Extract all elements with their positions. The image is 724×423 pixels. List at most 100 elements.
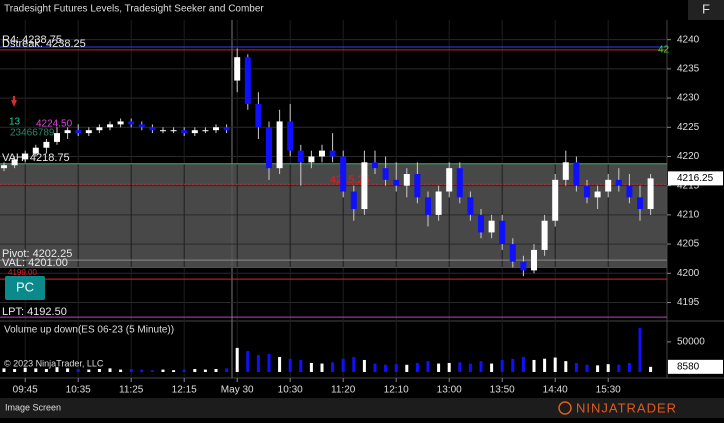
- pc-button[interactable]: [5, 276, 45, 300]
- candle-body: [266, 127, 272, 169]
- menu-button[interactable]: [688, 0, 724, 20]
- candle-body: [75, 130, 82, 134]
- y-tick-label: 4200: [677, 268, 700, 279]
- y-tick-label: 4225: [677, 122, 700, 133]
- candle-body: [85, 130, 92, 134]
- candle-body: [297, 150, 304, 163]
- candle-body: [520, 261, 527, 271]
- candle-body: [181, 130, 188, 134]
- volume-bar: [140, 369, 144, 372]
- current-volume-box: [668, 359, 723, 374]
- x-tick-label: 13:50: [490, 385, 515, 396]
- volume-bar: [458, 362, 462, 372]
- x-tick-label: 12:10: [384, 385, 409, 396]
- volume-bar: [617, 364, 621, 372]
- candle-body: [54, 133, 60, 142]
- candle-body: [319, 150, 325, 157]
- current-volume-label: 8580: [677, 361, 700, 372]
- volume-bar: [543, 358, 547, 372]
- level-label: Pivot: 4202.25: [2, 248, 72, 260]
- candle-body: [615, 179, 622, 186]
- x-tick-label: 12:15: [172, 385, 197, 396]
- volume-tick-label: 50000: [677, 337, 705, 348]
- candle-body: [287, 121, 294, 151]
- candle-body: [350, 191, 357, 210]
- volume-bar: [490, 363, 494, 372]
- level-label: Dstreak: 4238.25: [2, 38, 86, 50]
- candle-body: [541, 220, 548, 250]
- x-tick-label: 14:40: [543, 385, 568, 396]
- candle-body: [32, 147, 39, 154]
- level-label: VAH: 4218.75: [2, 152, 70, 164]
- y-tick-label: 4240: [677, 34, 700, 45]
- menu-button-label[interactable]: F: [702, 1, 710, 16]
- candle-body: [647, 178, 654, 210]
- candle-body: [562, 162, 569, 180]
- candle-body: [128, 121, 135, 125]
- volume-bar: [119, 369, 123, 372]
- volume-bar: [193, 368, 197, 372]
- volume-bar: [214, 368, 218, 372]
- indicator-title: Tradesight Futures Levels, Tradesight Se…: [4, 4, 264, 15]
- volume-bar: [225, 368, 229, 372]
- volume-bar: [182, 369, 186, 372]
- candle-body: [425, 197, 431, 215]
- candle-body: [382, 168, 389, 180]
- volume-bar: [405, 364, 409, 372]
- pc-button-label[interactable]: PC: [16, 279, 34, 294]
- volume-bar: [172, 370, 176, 372]
- candle-body: [308, 156, 315, 163]
- candle-body: [605, 179, 612, 192]
- candle-body: [202, 130, 209, 132]
- volume-bar: [23, 367, 27, 372]
- candle-body: [255, 103, 262, 128]
- volume-bar: [13, 368, 17, 372]
- candle-body: [467, 197, 474, 215]
- candle-body: [213, 127, 219, 131]
- volume-bar: [511, 358, 515, 372]
- candle-body: [637, 197, 643, 210]
- volume-bar: [627, 362, 631, 372]
- x-tick-label: 10:30: [278, 385, 303, 396]
- volume-bar: [426, 361, 430, 372]
- volume-bar: [256, 355, 260, 372]
- volume-bar: [299, 359, 303, 372]
- candle-body: [1, 165, 7, 169]
- y-tick-label: 4215: [677, 180, 700, 191]
- copyright: © 2023 NinjaTrader, LLC: [4, 358, 104, 368]
- candle-body: [96, 127, 103, 131]
- plot-area: 4195 4200 4205 4210 4215 4220 4225 4230 4235 4240…: [0, 20, 723, 396]
- candle-body: [584, 185, 590, 198]
- candle-body: [414, 174, 421, 198]
- candle-body: [499, 220, 506, 245]
- level-label: VAL: 4201.00: [2, 257, 68, 269]
- x-tick-label: 11:25: [119, 385, 144, 396]
- annotation: 23466789: [10, 128, 55, 139]
- volume-bar: [87, 369, 91, 372]
- candle-body: [573, 162, 580, 186]
- volume-bar: [309, 362, 313, 372]
- volume-bar: [2, 368, 6, 372]
- footer-bar: [0, 398, 724, 418]
- logo-icon: [558, 401, 572, 415]
- candle-body: [22, 153, 29, 160]
- volume-bar: [468, 363, 472, 372]
- candle-body: [329, 150, 336, 157]
- y-tick-label: 4235: [677, 64, 700, 75]
- candle-body: [478, 214, 484, 233]
- candle-body: [456, 168, 463, 198]
- candle-body: [276, 121, 283, 169]
- volume-bar: [44, 368, 48, 372]
- candle-body: [223, 127, 230, 131]
- volume-bar: [447, 362, 451, 372]
- candle-body: [531, 249, 537, 271]
- volume-bar: [394, 364, 398, 372]
- x-tick-label: 10:35: [66, 385, 91, 396]
- y-tick-label: 4230: [677, 93, 700, 104]
- volume-bar: [97, 368, 101, 372]
- volume-bar: [596, 365, 600, 372]
- volume-bar: [129, 368, 133, 372]
- candle-body: [117, 121, 124, 125]
- volume-bar: [500, 359, 504, 372]
